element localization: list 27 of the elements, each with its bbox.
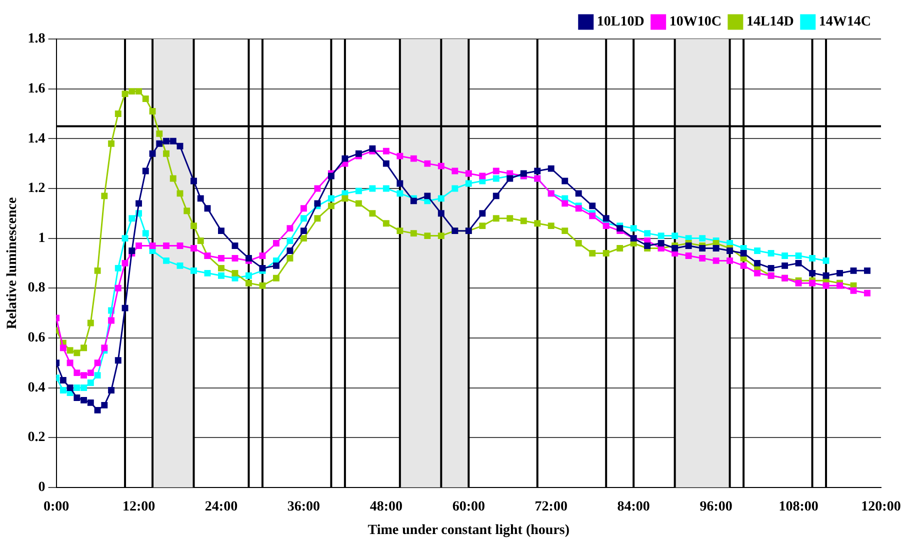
x-tick-label: 96:00 [700,499,732,514]
legend-label: 14W14C [818,14,872,30]
y-tick-label: 0.4 [28,380,46,396]
x-tick-label: 120:00 [861,499,901,514]
x-tick-label: 0:00 [43,499,70,514]
x-tick-label: 24:00 [204,499,238,514]
y-tick-label: 1 [38,230,46,246]
y-tick-label: 0 [38,480,46,496]
x-tick-label: 60:00 [452,499,485,514]
legend-label: 10L10D [596,14,644,30]
x-tick-label: 72:00 [534,499,568,514]
y-tick-label: 1.8 [28,32,46,47]
y-tick-label: 1.2 [28,181,46,196]
y-tick-label: 0.6 [28,330,46,346]
y-tick-label: 1.6 [28,81,46,96]
y-tick-label: 0.2 [28,430,46,446]
x-tick-label: 84:00 [617,499,650,514]
y-tick-label: 0.8 [28,280,46,296]
x-tick-label: 36:00 [287,499,320,514]
x-axis-title: Time under constant light (hours) [368,523,570,538]
y-tick-label: 1.4 [28,131,46,146]
y-axis-title: Relative luminescence [5,197,20,330]
x-tick-label: 12:00 [122,499,156,514]
x-tick-label: 48:00 [370,499,403,514]
x-tick-label: 108:00 [778,499,818,514]
legend-label: 14L14D [746,14,794,30]
legend-label: 10W10C [669,14,722,30]
